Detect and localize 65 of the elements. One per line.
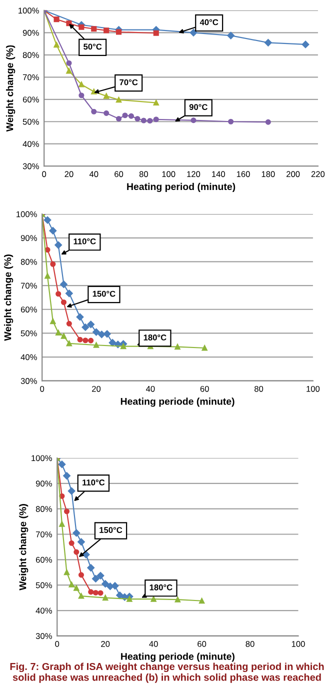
annotation: 150°C xyxy=(92,290,116,297)
x-tick-label: 20 xyxy=(92,386,101,392)
y-tick-label: 30% xyxy=(20,378,37,384)
y-tick-label: 70% xyxy=(22,74,39,80)
y-tick-label: 60% xyxy=(20,306,37,312)
y-axis-title: Weight change (%) xyxy=(19,504,28,590)
x-tick-label: 20 xyxy=(101,641,110,647)
y-tick-label: 70% xyxy=(36,531,52,538)
x-tick-label: 180 xyxy=(262,171,275,178)
x-tick-label: 40 xyxy=(146,386,155,392)
y-tick-label: 100% xyxy=(18,8,39,14)
x-axis-title: Heating periode (minute) xyxy=(121,652,234,662)
y-tick-label: 30% xyxy=(36,633,52,640)
y-tick-label: 40% xyxy=(22,141,39,147)
y-tick-label: 90% xyxy=(36,480,52,487)
y-tick-label: 50% xyxy=(20,330,37,336)
annotation: 50°C xyxy=(84,44,102,50)
y-tick-label: 60% xyxy=(36,556,52,563)
caption: Fig. 7: Graph of ISA weight change versus heating period in which solid phase was unreached (b) in which solid phase was reached xyxy=(10,662,324,683)
annotation: 180°C xyxy=(150,584,172,590)
x-tick-label: 140 xyxy=(212,171,225,178)
y-tick-label: 80% xyxy=(20,258,37,265)
annotation: 110°C xyxy=(74,238,96,244)
y-axis-title: Weight change (%) xyxy=(6,45,16,132)
y-tick-label: 80% xyxy=(36,506,52,512)
y-tick-label: 100% xyxy=(32,455,52,462)
x-tick-label: 60 xyxy=(200,386,209,392)
y-tick-label: 60% xyxy=(22,96,39,102)
y-tick-label: 40% xyxy=(36,608,52,614)
x-tick-label: 40 xyxy=(149,641,158,647)
x-tick-label: 40 xyxy=(89,171,98,178)
annotation: 150°C xyxy=(100,527,122,533)
x-tick-label: 120 xyxy=(187,171,200,178)
annotation: 70°C xyxy=(120,79,138,86)
x-tick-label: 0 xyxy=(42,171,46,178)
x-tick-label: 60 xyxy=(198,641,206,647)
x-tick-label: 80 xyxy=(139,171,148,178)
x-tick-label: 80 xyxy=(254,386,264,392)
x-axis-title: Heating periode (minute) xyxy=(120,398,234,407)
x-tick-label: 100 xyxy=(162,171,176,178)
annotation: 90°C xyxy=(189,104,208,110)
y-tick-label: 80% xyxy=(22,52,39,58)
y-tick-label: 40% xyxy=(20,354,37,360)
annotation: 180°C xyxy=(144,334,166,340)
x-tick-label: 0 xyxy=(40,386,44,392)
x-tick-label: 80 xyxy=(246,641,254,647)
annotation: 40°C xyxy=(200,19,218,26)
x-tick-label: 60 xyxy=(114,171,124,178)
x-tick-label: 0 xyxy=(55,641,60,647)
x-tick-label: 100 xyxy=(292,641,305,647)
annotation: 110°C xyxy=(82,479,105,486)
y-tick-label: 70% xyxy=(20,282,37,289)
y-tick-label: 100% xyxy=(16,211,37,218)
x-tick-label: 100 xyxy=(306,386,320,392)
x-tick-label: 200 xyxy=(286,171,300,178)
x-tick-label: 160 xyxy=(236,171,250,178)
y-tick-label: 50% xyxy=(36,582,52,588)
y-tick-label: 50% xyxy=(22,118,39,125)
y-axis-title: Weight change (%) xyxy=(4,254,14,341)
x-tick-label: 220 xyxy=(311,171,325,178)
x-tick-label: 20 xyxy=(64,171,74,178)
y-tick-label: 90% xyxy=(22,30,39,36)
x-axis-title: Heating period (minute) xyxy=(127,182,236,192)
y-tick-label: 30% xyxy=(22,163,39,170)
y-tick-label: 90% xyxy=(20,235,37,241)
